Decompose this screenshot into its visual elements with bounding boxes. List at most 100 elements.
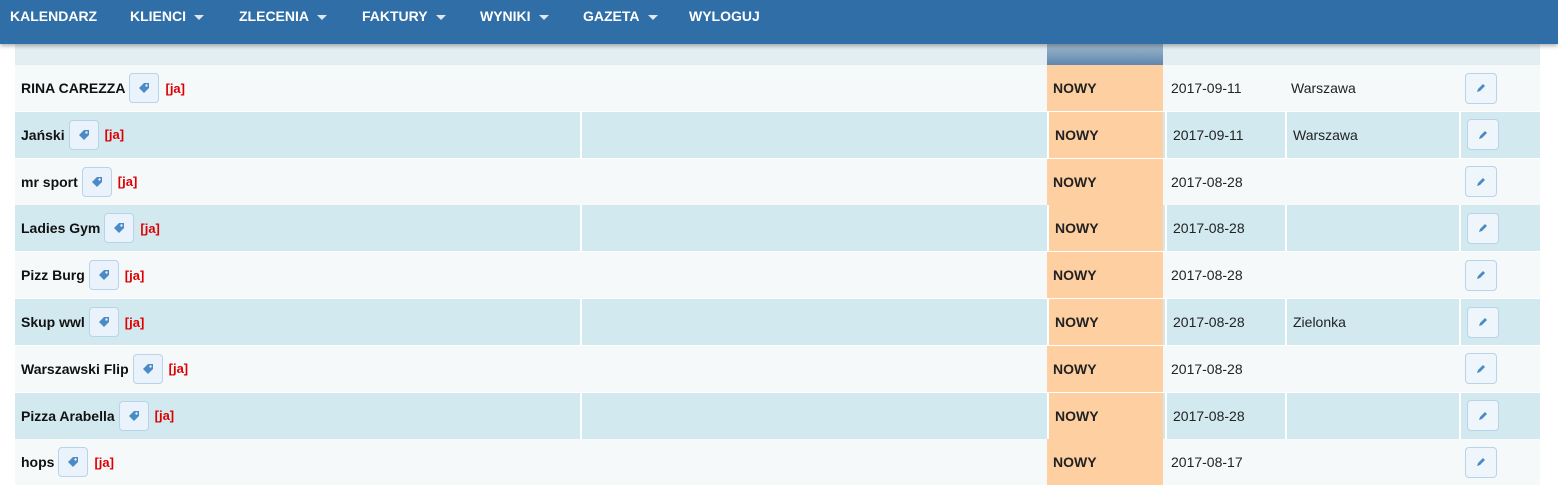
- cell: NOWY: [1047, 392, 1163, 439]
- edit-icon: [1477, 364, 1485, 373]
- date: 2017-08-28: [1171, 267, 1243, 284]
- cell: [1285, 205, 1457, 252]
- client-name: Ladies Gym: [21, 220, 101, 237]
- table-row: mr sport [ja] NOWY 2017-08-28: [15, 158, 1540, 205]
- tag-icon: [114, 223, 125, 234]
- cell: NOWY: [1047, 439, 1163, 486]
- cell: [1285, 392, 1457, 439]
- table-row: Pizz Burg [ja] NOWY 2017-08-28: [15, 252, 1540, 299]
- tag-icon: [139, 83, 150, 93]
- cell: NOWY: [1047, 252, 1163, 299]
- client-name: RINA CAREZZA: [21, 80, 126, 96]
- cell: NOWY: [1047, 158, 1163, 205]
- tag-text: [ja]: [124, 314, 145, 330]
- tag-button[interactable]: [81, 166, 112, 197]
- tag-button[interactable]: [88, 307, 119, 337]
- tag-text: [ja]: [117, 174, 138, 190]
- client-name: Pizza Arabella: [21, 407, 115, 424]
- cell: [1459, 392, 1540, 439]
- cell: [580, 111, 1045, 158]
- client-name: hops: [21, 454, 55, 471]
- nav-label: WYNIKI: [480, 8, 531, 24]
- cell: [580, 159, 1045, 205]
- date: 2017-08-28: [1173, 220, 1245, 237]
- edit-icon: [1479, 130, 1487, 139]
- table-row: hops [ja] NOWY 2017-08-17: [15, 439, 1540, 486]
- edit-icon: [1479, 224, 1487, 233]
- cell: 2017-08-28: [1165, 346, 1283, 392]
- cell: Warszawa: [1285, 65, 1457, 111]
- date: 2017-08-28: [1173, 314, 1245, 330]
- edit-icon: [1479, 411, 1487, 420]
- tag-button[interactable]: [58, 447, 89, 478]
- nav-item[interactable]: WYLOGUJ: [689, 8, 760, 24]
- nav-item[interactable]: KLIENCI: [130, 8, 204, 24]
- edit-button[interactable]: [1465, 72, 1497, 104]
- cell: [1459, 65, 1540, 111]
- edit-icon: [1477, 177, 1485, 186]
- cell: 2017-09-11: [1165, 65, 1283, 111]
- edit-button[interactable]: [1465, 259, 1497, 291]
- edit-button[interactable]: [1467, 119, 1499, 151]
- tag-text: [ja]: [168, 361, 189, 377]
- edit-button[interactable]: [1465, 166, 1497, 198]
- tag-button[interactable]: [68, 119, 99, 150]
- nav-item[interactable]: KALENDARZ: [10, 8, 97, 24]
- table-row: Warszawski Flip [ja] NOWY 2017-08-28: [15, 345, 1540, 392]
- tag-icon: [142, 363, 153, 374]
- tag-button[interactable]: [132, 353, 163, 384]
- cell: 2017-09-11: [1165, 111, 1283, 158]
- client-name: Jański: [21, 126, 65, 143]
- cell: 2017-08-28: [1165, 392, 1283, 439]
- tag-icon: [128, 410, 139, 421]
- tag-icon: [78, 129, 89, 140]
- tag-text: [ja]: [124, 267, 145, 283]
- cell: [580, 252, 1045, 298]
- nav-item[interactable]: FAKTURY: [362, 8, 446, 24]
- status: NOWY: [1055, 126, 1099, 143]
- edit-button[interactable]: [1465, 446, 1497, 478]
- nav-item[interactable]: ZLECENIA: [239, 8, 327, 24]
- tag-button[interactable]: [118, 400, 149, 431]
- nav-label: ZLECENIA: [239, 8, 309, 24]
- tag-button[interactable]: [88, 260, 119, 291]
- hidden-row: [15, 44, 1540, 65]
- city: Warszawa: [1291, 80, 1356, 96]
- cell: mr sport [ja]: [15, 159, 578, 205]
- cell: NOWY: [1047, 299, 1163, 345]
- nav-label: KALENDARZ: [10, 8, 98, 24]
- cell: [580, 299, 1045, 345]
- cell: [1285, 159, 1457, 205]
- date: 2017-09-11: [1173, 126, 1244, 143]
- cell: Warszawski Flip [ja]: [15, 346, 578, 392]
- cell: Jański [ja]: [15, 112, 578, 158]
- nav-item[interactable]: WYNIKI: [480, 8, 549, 24]
- cell: NOWY: [1047, 205, 1163, 252]
- cell: NOWY: [1047, 65, 1163, 111]
- tag-icon: [91, 176, 102, 187]
- status: NOWY: [1055, 314, 1099, 330]
- tag-icon: [68, 457, 79, 468]
- cell: 2017-08-28: [1165, 159, 1283, 205]
- tag-button[interactable]: [104, 213, 135, 244]
- edit-button[interactable]: [1467, 212, 1499, 244]
- tag-button[interactable]: [129, 73, 160, 103]
- nav-item[interactable]: GAZETA: [583, 8, 658, 24]
- date: 2017-08-28: [1173, 407, 1245, 424]
- status: NOWY: [1053, 360, 1097, 377]
- cell: [580, 439, 1045, 485]
- tag-text: [ja]: [94, 454, 114, 470]
- cell: [580, 65, 1045, 111]
- date: 2017-08-28: [1171, 173, 1243, 190]
- cell: 2017-08-28: [1165, 299, 1283, 345]
- cell: 2017-08-17: [1165, 439, 1283, 485]
- dropdown-caret: [194, 14, 204, 20]
- edit-button[interactable]: [1467, 306, 1499, 338]
- status: NOWY: [1053, 173, 1097, 190]
- dropdown-caret: [317, 14, 327, 20]
- edit-button[interactable]: [1467, 400, 1499, 432]
- cell: [1459, 252, 1540, 298]
- edit-button[interactable]: [1465, 353, 1497, 385]
- table-row: Skup wwl [ja] NOWY 2017-08-28 Zielonka: [15, 299, 1540, 345]
